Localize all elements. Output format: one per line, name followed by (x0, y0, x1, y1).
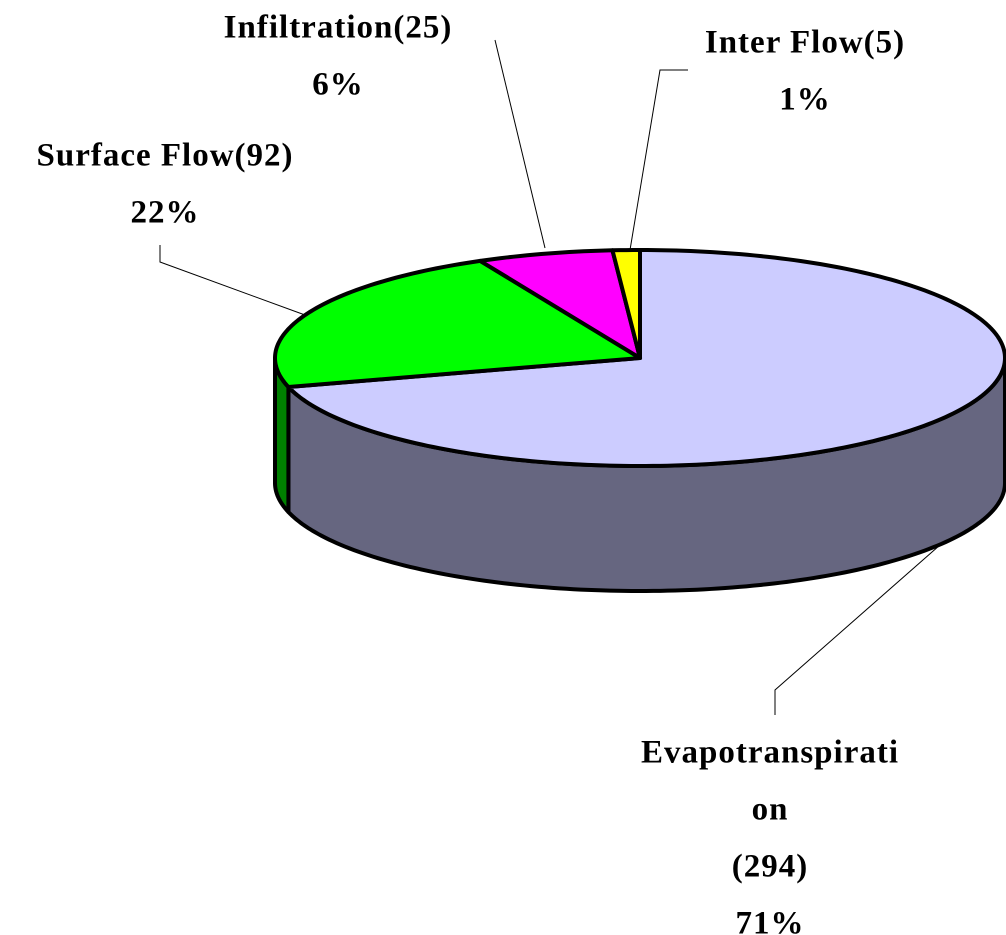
percent-label: 1% (779, 82, 831, 118)
pie-slice (610, 248, 642, 360)
percent-label: 71% (736, 906, 805, 935)
slice-label: Infiltration(25) (224, 10, 453, 46)
pie-slice (273, 258, 642, 390)
leader-line (774, 544, 941, 715)
leader-line (494, 39, 546, 249)
slice-label: (294) (732, 849, 808, 885)
slice-label: on (752, 792, 789, 828)
percent-label: 22% (131, 195, 200, 231)
slice-label: Evapotranspirati (641, 735, 899, 771)
leader-line (159, 245, 306, 316)
slice-label: Inter Flow(5) (705, 25, 905, 61)
pie-slice (286, 248, 1006, 468)
slice-label: Surface Flow(92) (36, 138, 293, 174)
leader-line (629, 69, 688, 251)
pie-slice (478, 248, 642, 360)
percent-label: 6% (312, 67, 364, 103)
